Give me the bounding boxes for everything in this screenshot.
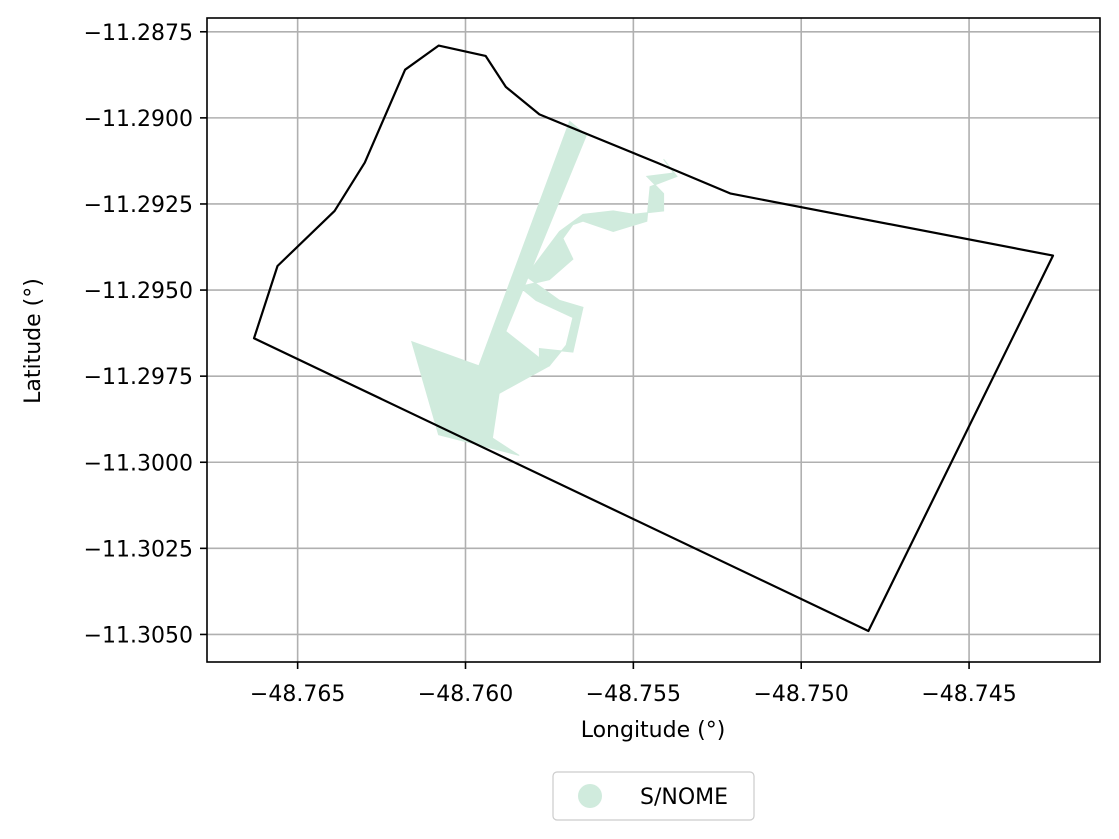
y-tick-label: −11.2975 <box>84 365 193 390</box>
y-ticks: −11.2875 −11.2900 −11.2925 −11.2950 −11.2975… <box>84 21 207 648</box>
x-tick-label: −48.760 <box>418 682 513 707</box>
x-axis-label: Longitude (°) <box>581 718 726 743</box>
x-ticks: −48.765 −48.760 −48.755 −48.750 −48.745 <box>250 662 1017 707</box>
legend-label-s-nome: S/NOME <box>640 785 728 810</box>
plot-frame <box>206 17 1101 663</box>
feature-s-nome <box>411 120 588 456</box>
boundary-layer <box>252 44 1055 633</box>
y-tick-label: −11.3050 <box>84 623 193 648</box>
legend-frame <box>552 771 755 821</box>
x-tick-label: −48.750 <box>754 682 849 707</box>
y-tick-label: −11.2925 <box>84 193 193 218</box>
x-tick-label: −48.745 <box>921 682 1016 707</box>
feature-s-nome <box>518 158 678 367</box>
legend-swatch-s-nome <box>578 784 602 808</box>
y-tick-label: −11.2875 <box>84 21 193 46</box>
y-tick-label: −11.3000 <box>84 451 193 476</box>
feature-layer <box>411 120 678 456</box>
y-tick-label: −11.3025 <box>84 537 193 562</box>
x-tick-label: −48.755 <box>586 682 681 707</box>
y-tick-label: −11.2900 <box>84 107 193 132</box>
legend: S/NOME <box>552 771 755 821</box>
grid <box>207 18 1100 662</box>
x-tick-label: −48.765 <box>250 682 345 707</box>
boundary-outline <box>252 44 1055 633</box>
y-axis-label: Latitude (°) <box>21 278 46 404</box>
y-tick-label: −11.2950 <box>84 279 193 304</box>
